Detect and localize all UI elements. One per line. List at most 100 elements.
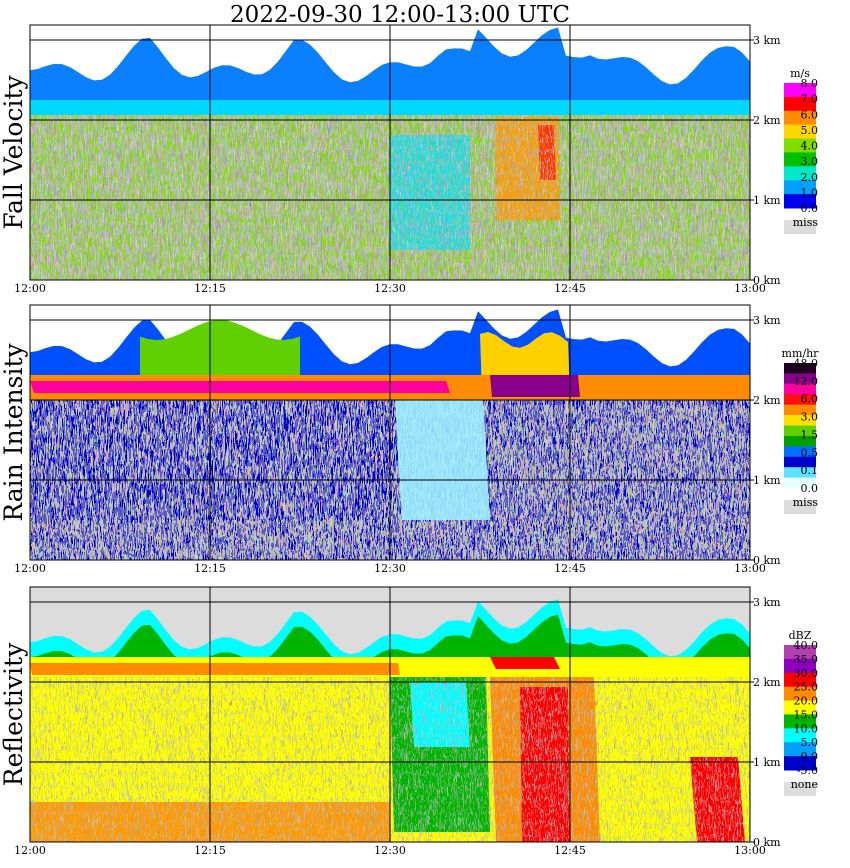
y-tick-label: 2 km (753, 114, 781, 127)
x-tick-label: 12:45 (554, 844, 586, 857)
panels: 0 km 1 km 2 km 3 km 12:00 12:15 12:30 12:45 13:0… (0, 24, 820, 857)
colorbar-swatch (784, 373, 816, 385)
colorbar-swatch (784, 742, 816, 757)
y-tick-label: 0 km (753, 836, 781, 849)
colorbar-level: 3.0 (801, 411, 819, 424)
colorbar-swatch (784, 686, 816, 702)
colorbar-level: 10.0 (794, 722, 819, 735)
x-tick-label: 12:30 (374, 562, 406, 575)
colorbar-swatch (784, 756, 816, 771)
panel-fall-velocity: 0 km 1 km 2 km 3 km 12:00 12:15 12:30 12:45 13:0… (0, 24, 818, 295)
panel-rain-intensity: 0 km 1 km 2 km 3 km 12:00 12:15 12:30 12:45 13:0… (0, 304, 820, 575)
x-tick-label: 12:00 (14, 282, 46, 295)
grid (30, 25, 750, 280)
y-tick-label: 3 km (753, 34, 781, 47)
colorbar-missing-label: none (791, 778, 818, 791)
y-tick-label: 1 km (753, 756, 781, 769)
colorbar-swatch (784, 96, 816, 112)
y-tick-label: 3 km (753, 314, 781, 327)
colorbar-level: 1.0 (801, 186, 819, 199)
panel-label: Fall Velocity (0, 74, 28, 229)
colorbar-swatch (784, 672, 816, 688)
colorbar-swatch (784, 152, 816, 167)
x-tick-label: 12:45 (554, 282, 586, 295)
colorbar-level: 40.0 (794, 639, 819, 652)
colorbar-swatch (784, 404, 816, 416)
y-tick-label: 1 km (753, 194, 781, 207)
x-tick-label: 13:00 (734, 282, 766, 295)
colorbar-level: 20.0 (794, 695, 819, 708)
colorbar-swatch (784, 477, 816, 489)
y-tick-label: 0 km (753, 274, 781, 287)
colorbar-level: 35.0 (794, 653, 819, 666)
x-tick-label: 13:00 (734, 562, 766, 575)
colorbar-swatch (784, 456, 816, 468)
x-tick-label: 13:00 (734, 844, 766, 857)
x-tick-label: 12:00 (14, 844, 46, 857)
colorbar-level: 30.0 (794, 667, 819, 680)
colorbar-level: 5.0 (801, 124, 819, 137)
colorbar-swatch (784, 645, 816, 660)
colorbar-level: 5.0 (801, 736, 819, 749)
colorbar-level: 25.0 (794, 681, 819, 694)
colorbar-swatch (784, 180, 816, 195)
colorbar-swatch (784, 138, 816, 153)
y-tick-label: 3 km (753, 596, 781, 609)
x-tick-label: 12:15 (194, 844, 226, 857)
colorbar-missing-label: miss (793, 216, 819, 229)
colorbar-level: 6.0 (801, 393, 819, 406)
colorbar-level: 2.0 (801, 171, 819, 184)
plot-frame (29, 304, 751, 561)
colorbar-unit: dBZ (789, 629, 812, 642)
x-tick-label: 12:15 (194, 562, 226, 575)
x-tick-label: 12:00 (14, 562, 46, 575)
colorbar-level: 0.5 (801, 446, 819, 459)
colorbar-swatch (784, 124, 816, 140)
colorbar-swatch (784, 363, 816, 374)
x-tick-label: 12:15 (194, 282, 226, 295)
colorbar-level: 8.0 (801, 77, 819, 90)
colorbar-level: 6.0 (801, 108, 819, 121)
colorbar-swatch (784, 700, 816, 715)
colorbar-level: 0.0 (801, 750, 819, 763)
colorbar-swatch (784, 383, 816, 395)
colorbar-swatch (784, 415, 816, 426)
y-tick-label: 2 km (753, 676, 781, 689)
colorbar-level: 4.0 (801, 140, 819, 153)
grid (30, 305, 750, 560)
plot-frame (29, 586, 751, 843)
colorbar-level: 3.0 (801, 155, 819, 168)
y-tick-label: 2 km (753, 394, 781, 407)
plot-frame (29, 24, 751, 281)
colorbar-unit: mm/hr (782, 347, 820, 360)
colorbar-missing-swatch (784, 500, 816, 514)
colorbar-swatch (784, 728, 816, 743)
colorbar-swatch (784, 194, 816, 209)
colorbar-swatch (784, 166, 816, 181)
chart-title: 2022-09-30 12:00-13:00 UTC (230, 2, 570, 28)
y-tick-label: 1 km (753, 474, 781, 487)
colorbar-swatch (784, 110, 816, 126)
colorbar-level: -5.0 (797, 764, 818, 777)
colorbar-level: 0.0 (801, 202, 819, 215)
x-tick-label: 12:30 (374, 282, 406, 295)
colorbar-missing-swatch (784, 220, 816, 234)
colorbar-swatch (784, 467, 816, 479)
colorbar-swatch (784, 394, 816, 406)
panel-label: Reflectivity (0, 642, 28, 786)
colorbar-level: 0.1 (801, 464, 819, 477)
colorbar-swatch (784, 83, 816, 98)
colorbar-level: 15.0 (794, 708, 819, 721)
x-tick-label: 12:30 (374, 844, 406, 857)
colorbar-missing-label: miss (793, 496, 819, 509)
colorbar-swatch (784, 446, 816, 458)
colorbar-level: 12.0 (794, 375, 819, 388)
x-tick-label: 12:45 (554, 562, 586, 575)
panel-reflectivity: 0 km 1 km 2 km 3 km 12:00 12:15 12:30 12:45 13:0… (0, 586, 819, 857)
colorbar-unit: m/s (790, 67, 810, 80)
colorbar-swatch (784, 714, 816, 729)
colorbar-level: 1.5 (801, 428, 819, 441)
